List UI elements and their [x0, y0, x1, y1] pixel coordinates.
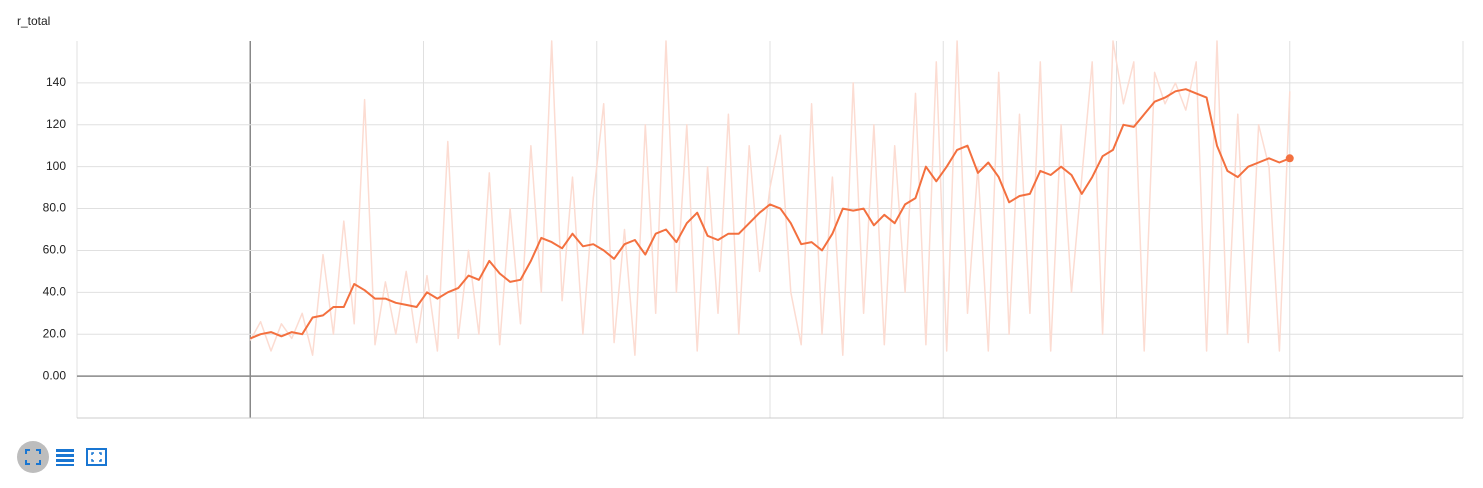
y-tick-label: 20.0 — [43, 326, 67, 340]
chart-title: r_total — [17, 14, 50, 28]
end-point — [1285, 154, 1294, 163]
y-tick-label: 40.0 — [43, 285, 67, 299]
fit-domain-button[interactable] — [86, 448, 107, 466]
y-tick-label: 0.00 — [43, 368, 67, 382]
y-tick-label: 140 — [46, 75, 66, 89]
fullscreen-button[interactable] — [17, 441, 49, 473]
toolbar — [17, 441, 107, 473]
series-line — [249, 88, 1291, 340]
y-tick-label: 60.0 — [43, 243, 67, 257]
log-scale-button[interactable] — [56, 449, 74, 466]
y-tick-label: 80.0 — [43, 201, 67, 215]
fullscreen-icon — [25, 449, 41, 465]
y-tick-label: 100 — [46, 159, 66, 173]
y-tick-label: 120 — [46, 117, 66, 131]
